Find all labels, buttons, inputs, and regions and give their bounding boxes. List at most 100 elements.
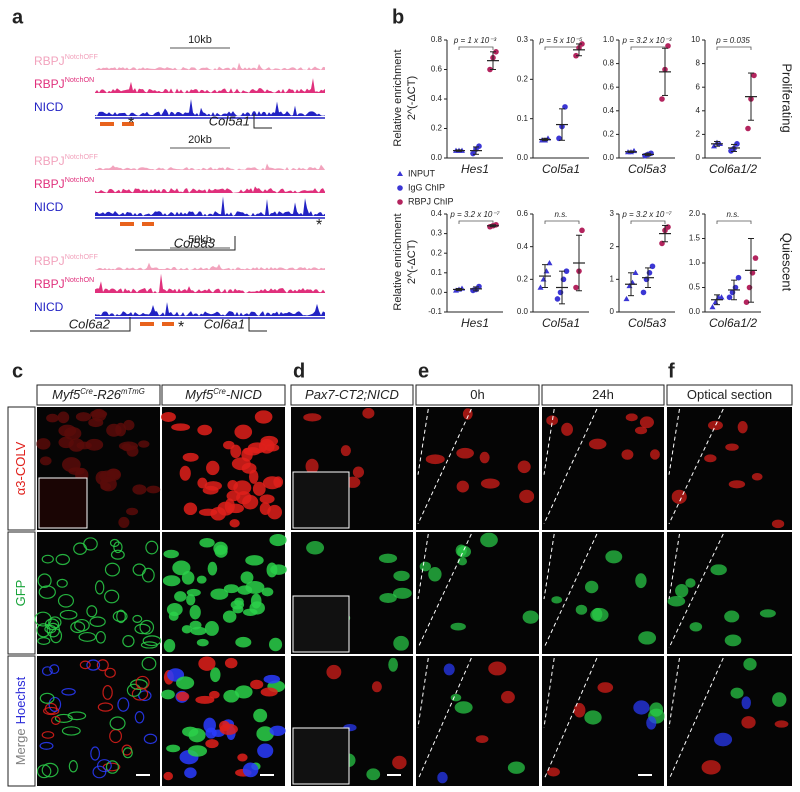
- peak-region: [122, 122, 134, 126]
- cell: [47, 414, 58, 421]
- point: [632, 269, 639, 275]
- cell: [429, 568, 441, 581]
- superscript: Cre: [80, 387, 93, 396]
- cell: [742, 717, 755, 728]
- text-part: 0h: [470, 387, 484, 402]
- cell: [738, 422, 747, 433]
- cell: [111, 539, 119, 546]
- cell: [458, 558, 466, 565]
- cell: [262, 588, 272, 596]
- peak-region: [162, 322, 174, 326]
- x-label: Col5a1: [542, 162, 580, 176]
- cell: [198, 425, 212, 434]
- cell: [752, 474, 761, 480]
- y-tick-label: 0: [610, 307, 615, 316]
- cell: [96, 632, 105, 643]
- cell: [773, 693, 786, 706]
- superscript: NotchOFF: [65, 152, 99, 161]
- cell: [775, 721, 788, 727]
- cell: [183, 453, 198, 461]
- cell: [626, 414, 637, 421]
- point: [546, 260, 553, 266]
- cell: [252, 594, 261, 608]
- text-part: RBPJ: [34, 277, 65, 291]
- cell: [651, 450, 660, 459]
- superscript: NotchOFF: [65, 252, 99, 261]
- cell: [224, 585, 238, 593]
- cell: [705, 455, 716, 462]
- column-header: Pax7-CT2;NICD: [305, 387, 399, 402]
- cell: [231, 445, 241, 457]
- point: [745, 125, 751, 132]
- row-label: GFP: [13, 580, 28, 607]
- cell: [224, 690, 239, 702]
- gene-arrow: [248, 317, 267, 332]
- cell: [199, 657, 215, 670]
- cell: [744, 659, 756, 670]
- cell: [725, 611, 739, 622]
- cell: [175, 592, 186, 601]
- cell: [119, 442, 137, 450]
- gene-arrow: [30, 317, 131, 332]
- y-tick-label: 2: [696, 130, 701, 139]
- cell: [243, 763, 257, 777]
- cell: [205, 622, 218, 636]
- cell: [101, 477, 117, 490]
- cell: [725, 635, 740, 646]
- column-header: 0h: [470, 387, 484, 402]
- significance-bracket: [630, 46, 666, 50]
- legend-label: RBPJ ChIP: [408, 196, 454, 206]
- y-tick-label: -0.1: [428, 307, 442, 316]
- cell: [260, 495, 274, 503]
- cell: [56, 554, 69, 564]
- cell: [598, 683, 612, 693]
- micrograph: [416, 532, 539, 654]
- header-box: [415, 384, 540, 406]
- cell: [127, 508, 138, 514]
- column-header: Myf5Cre-R26mTmG: [52, 387, 145, 403]
- y-tick-label: 1: [610, 274, 615, 283]
- cell: [709, 421, 723, 429]
- text-part: α3-COLV: [13, 441, 28, 495]
- y-tick-label: 0.3: [517, 35, 529, 44]
- cell: [41, 457, 51, 465]
- text-part: Myf5: [52, 387, 81, 402]
- y-tick-label: 0.4: [431, 209, 443, 218]
- cell: [552, 597, 562, 603]
- y-tick-label: 3: [610, 209, 615, 218]
- micrograph-content: [547, 414, 660, 459]
- cell: [676, 585, 688, 597]
- cell: [379, 554, 396, 562]
- cell: [187, 590, 200, 596]
- x-label: Col5a3: [628, 316, 666, 330]
- cell: [451, 623, 465, 629]
- cell: [87, 606, 97, 617]
- cell: [164, 550, 178, 557]
- cell: [246, 556, 263, 565]
- text-part: RBPJ: [34, 254, 65, 268]
- cell: [304, 414, 321, 421]
- panel-label: b: [392, 6, 404, 28]
- cell: [456, 545, 466, 556]
- point: [726, 294, 733, 301]
- inset: [292, 471, 350, 529]
- cell: [211, 589, 228, 599]
- cell: [45, 625, 56, 632]
- row-label-box: [7, 531, 36, 655]
- point: [563, 268, 570, 274]
- cell: [105, 563, 119, 576]
- cell: [394, 588, 412, 598]
- point: [751, 72, 757, 79]
- cell: [640, 417, 653, 428]
- cell: [548, 768, 560, 776]
- legend-marker: [397, 171, 403, 176]
- cell: [235, 598, 244, 605]
- cell: [254, 709, 267, 721]
- cell: [237, 492, 251, 504]
- annotation: p = 3.2 x 10⁻⁷: [449, 210, 500, 219]
- y-tick-label: 0: [696, 153, 701, 162]
- point: [476, 143, 482, 149]
- track-signal: [95, 262, 325, 270]
- y-axis-label: Relative enrichment: [392, 49, 404, 146]
- track-signal: [95, 196, 325, 216]
